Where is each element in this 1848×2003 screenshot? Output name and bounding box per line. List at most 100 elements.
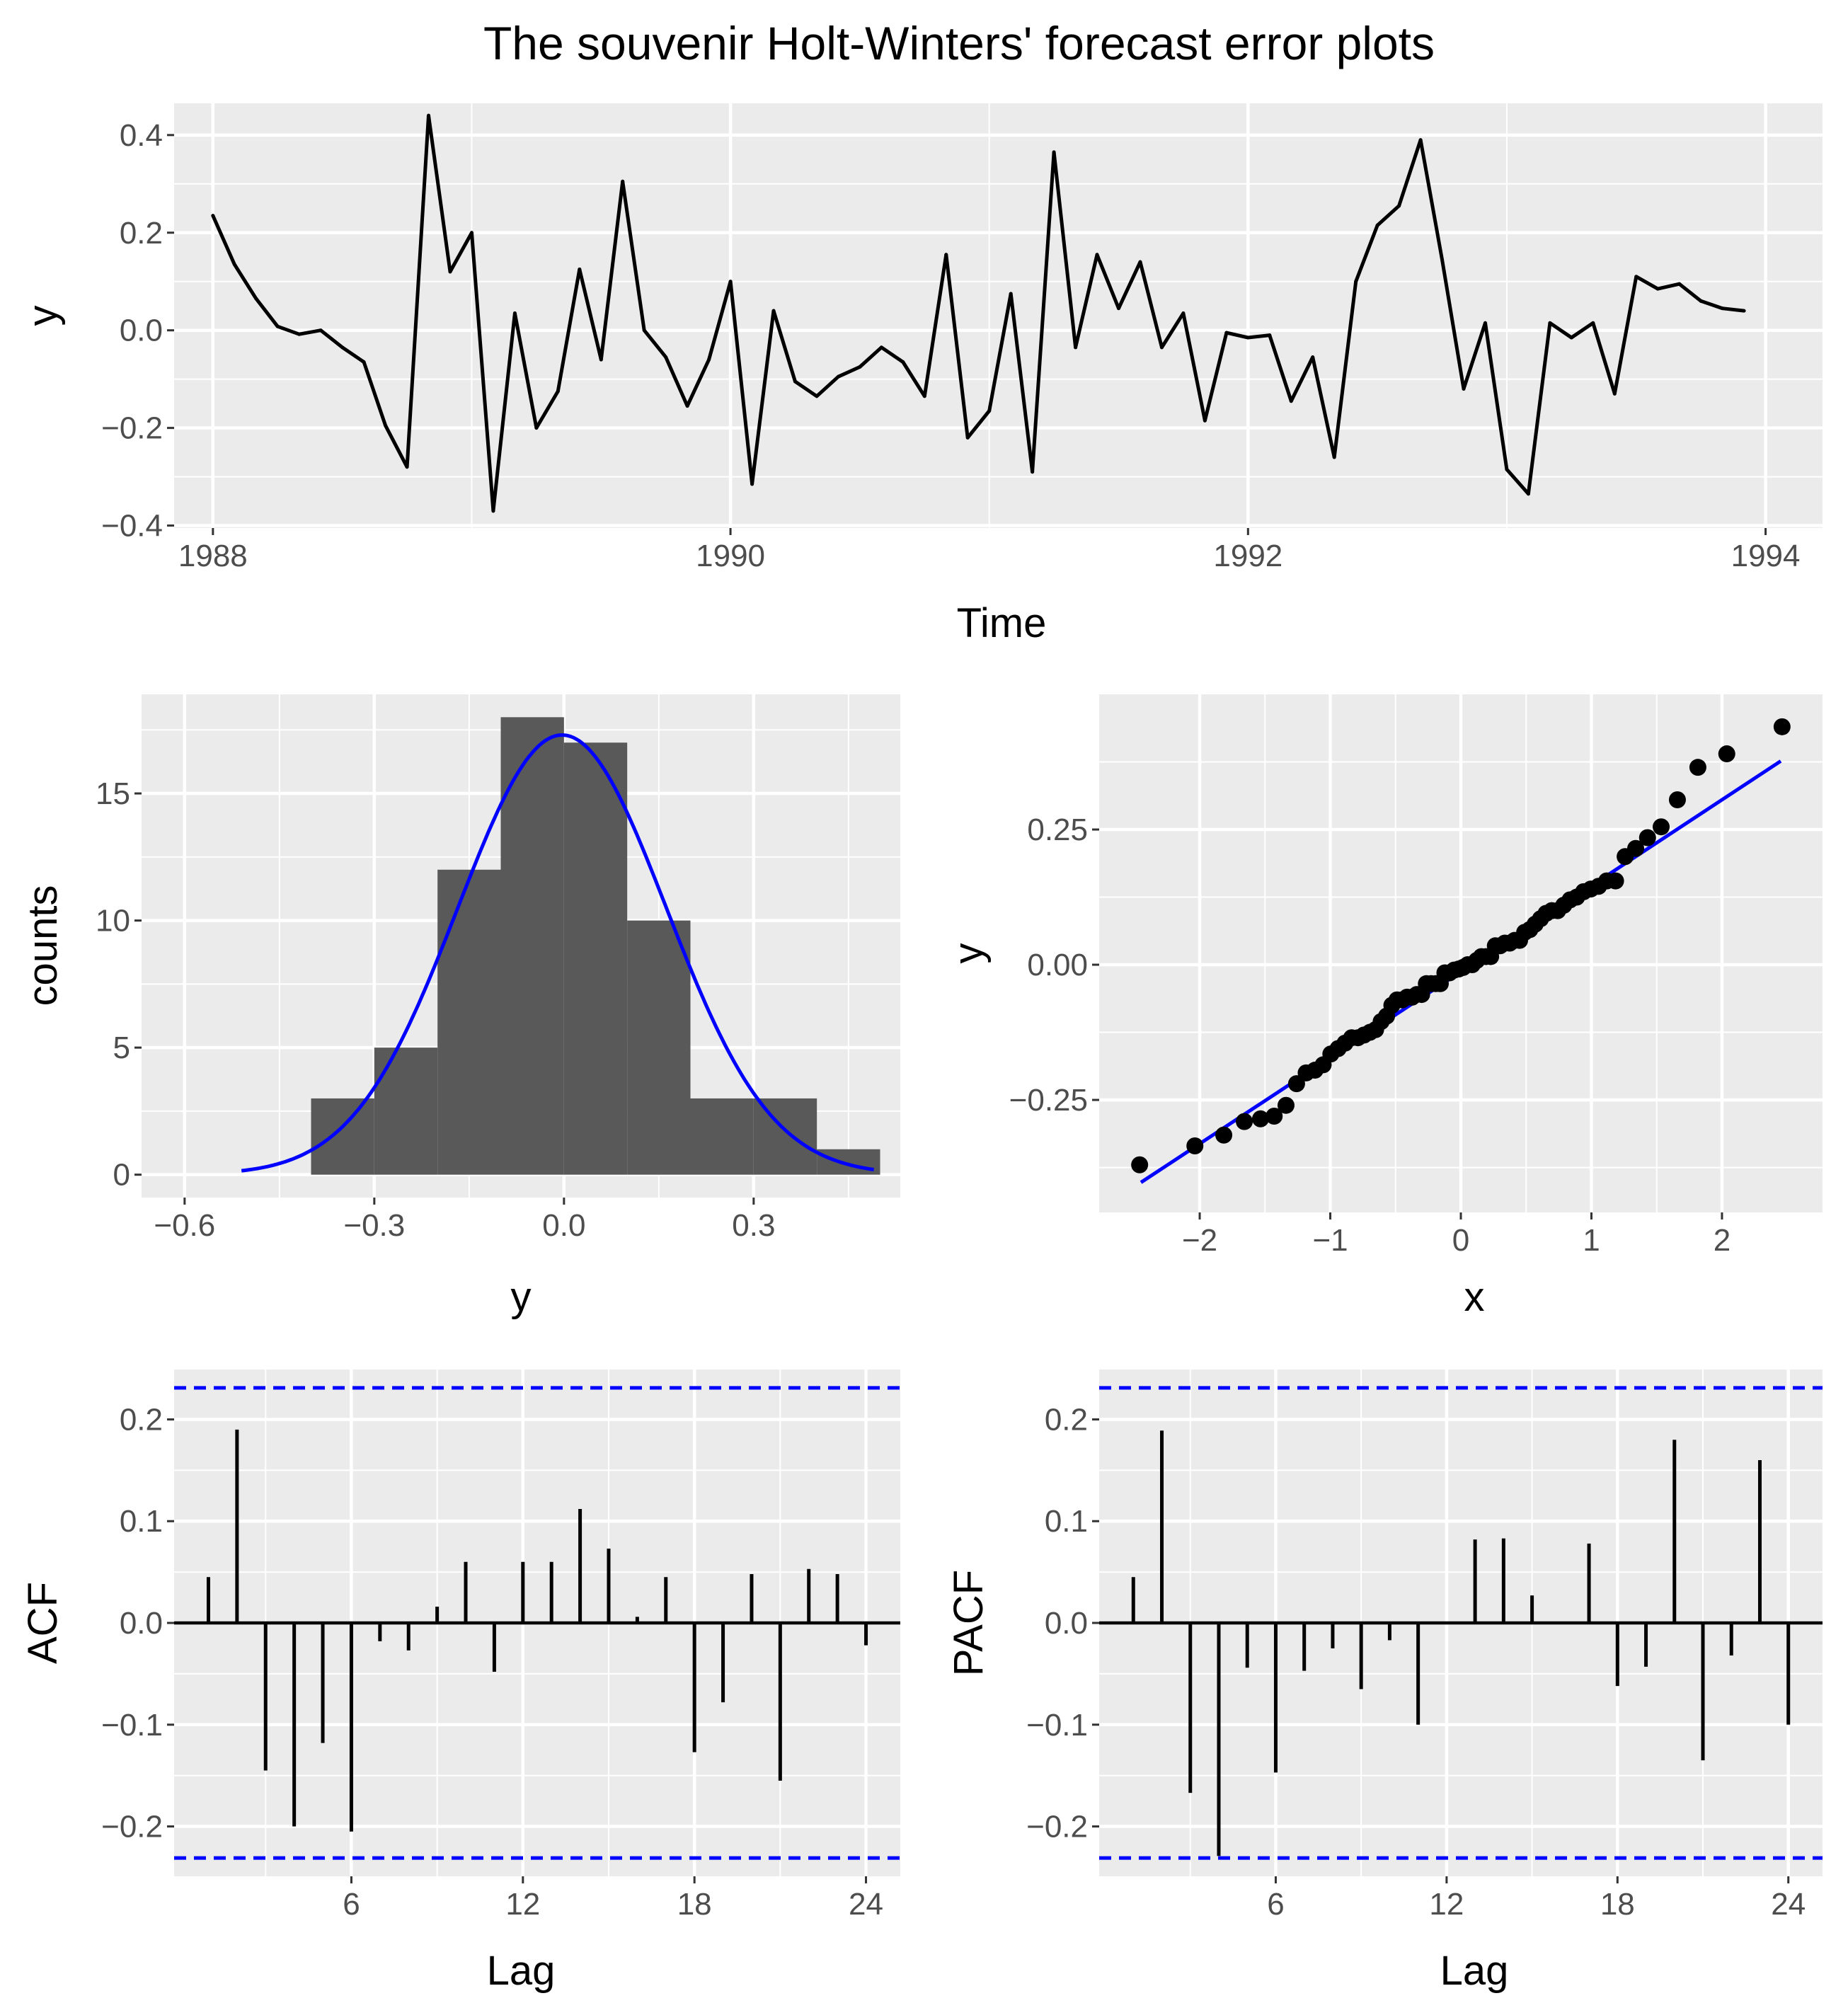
residual-point xyxy=(1418,138,1423,142)
pacf-x-tick-label: 12 xyxy=(1429,1887,1464,1922)
residual-point xyxy=(1246,335,1250,340)
residual-point xyxy=(1052,150,1056,154)
residual-point xyxy=(211,214,215,218)
residual-point xyxy=(1548,321,1552,325)
residual-point xyxy=(297,332,302,336)
timeseries-x-tick-label: 1992 xyxy=(1213,539,1282,573)
residual-point xyxy=(664,355,668,360)
timeseries-x-tick-label: 1994 xyxy=(1731,539,1801,573)
pacf-panel xyxy=(1092,1370,1823,1883)
residual-point xyxy=(1699,299,1703,303)
qq-point xyxy=(1186,1137,1204,1155)
histogram-bar xyxy=(311,1098,374,1175)
acf-x-tick-label: 24 xyxy=(849,1887,883,1922)
normal-density-curve xyxy=(241,733,874,1173)
histogram-x-tick-label: −0.3 xyxy=(343,1208,405,1243)
qqplot-x-tick-label: 2 xyxy=(1714,1223,1731,1258)
residual-point xyxy=(836,374,840,379)
acf-x-tick-label: 18 xyxy=(677,1887,712,1922)
qqplot-panel xyxy=(1092,694,1823,1219)
pacf-y-tick-label: 0.0 xyxy=(1045,1606,1088,1641)
qqplot-y-tick-label: 0.00 xyxy=(1027,948,1088,982)
acf-panel xyxy=(167,1370,900,1883)
residual-point xyxy=(1074,345,1078,350)
acf-x-tick-label: 12 xyxy=(505,1887,540,1922)
residual-series-line xyxy=(211,113,1745,513)
residual-point xyxy=(1397,204,1401,208)
qqplot-x-axis-label: x xyxy=(1464,1274,1485,1320)
residual-point xyxy=(1634,275,1638,279)
residual-point xyxy=(512,311,517,316)
residual-point xyxy=(362,360,366,365)
acf-y-tick-label: −0.2 xyxy=(101,1810,163,1844)
histogram-y-tick-label: 5 xyxy=(113,1031,130,1065)
residual-point xyxy=(965,435,970,440)
qq-point xyxy=(1215,1126,1233,1144)
residual-point xyxy=(1483,321,1487,325)
residual-point xyxy=(1268,333,1272,338)
histogram-y-tick-label: 0 xyxy=(113,1158,130,1193)
qqplot-x-tick-label: 0 xyxy=(1452,1223,1469,1258)
residual-point xyxy=(1505,467,1509,471)
residual-point xyxy=(1721,306,1725,311)
residual-point xyxy=(232,263,236,267)
residual-point xyxy=(1031,470,1035,474)
residual-point xyxy=(642,328,646,333)
qq-point xyxy=(1277,1096,1295,1114)
pacf-y-tick-label: −0.2 xyxy=(1026,1810,1088,1844)
timeseries-y-axis-label: y xyxy=(20,306,66,326)
timeseries-y-tick-label: −0.4 xyxy=(101,509,163,544)
qqplot-x-tick-label: −2 xyxy=(1182,1223,1217,1258)
timeseries-y-tick-label: 0.0 xyxy=(120,314,163,348)
timeseries-x-tick-label: 1990 xyxy=(696,539,765,573)
pacf-y-tick-label: −0.1 xyxy=(1026,1708,1088,1743)
residual-point xyxy=(1095,253,1099,257)
residual-point xyxy=(815,394,819,398)
qq-point xyxy=(1638,829,1656,846)
histogram-x-tick-label: 0.0 xyxy=(542,1208,585,1243)
residual-point xyxy=(1677,282,1682,286)
residual-point xyxy=(1440,258,1445,262)
histogram-bar xyxy=(437,869,501,1175)
pacf-y-tick-label: 0.2 xyxy=(1045,1402,1088,1437)
residual-point xyxy=(427,113,431,117)
residual-point xyxy=(448,270,452,274)
residual-point xyxy=(1591,321,1595,325)
residual-point xyxy=(1375,223,1379,227)
histogram-bar xyxy=(500,717,564,1175)
residual-point xyxy=(1117,306,1121,311)
residual-point xyxy=(1569,335,1573,340)
acf-x-tick-label: 6 xyxy=(343,1887,360,1922)
pacf-x-axis-label: Lag xyxy=(1440,1948,1509,1994)
acf-y-tick-label: 0.2 xyxy=(120,1402,163,1437)
residual-point xyxy=(578,267,582,271)
timeseries-panel xyxy=(167,103,1823,535)
residual-point xyxy=(405,465,409,469)
histogram-y-tick-label: 15 xyxy=(96,776,130,811)
residual-point xyxy=(1462,386,1466,391)
acf-y-axis-label: ACF xyxy=(20,1582,66,1664)
residual-point xyxy=(1742,309,1746,313)
timeseries-y-tick-label: 0.4 xyxy=(120,118,163,153)
residual-point xyxy=(987,408,992,413)
residual-point xyxy=(858,365,862,369)
pacf-y-tick-label: 0.1 xyxy=(1045,1504,1088,1539)
qq-point xyxy=(1236,1113,1253,1130)
residual-point xyxy=(1332,455,1336,459)
timeseries-x-axis-label: Time xyxy=(957,600,1047,646)
acf-y-tick-label: −0.1 xyxy=(101,1708,163,1743)
residual-point xyxy=(707,357,711,362)
qq-point xyxy=(1607,872,1624,890)
residual-point xyxy=(340,345,345,350)
timeseries-y-tick-label: 0.2 xyxy=(120,216,163,251)
histogram-x-tick-label: −0.6 xyxy=(154,1208,215,1243)
residual-point xyxy=(1009,292,1013,296)
figure-title: The souvenir Holt-Winters' forecast erro… xyxy=(483,17,1435,69)
histogram-bar xyxy=(374,1048,438,1175)
residual-point xyxy=(254,297,258,301)
residual-point xyxy=(275,324,280,328)
acf-y-tick-label: 0.1 xyxy=(120,1504,163,1539)
qq-point xyxy=(1773,718,1791,735)
residual-point xyxy=(1289,399,1293,403)
